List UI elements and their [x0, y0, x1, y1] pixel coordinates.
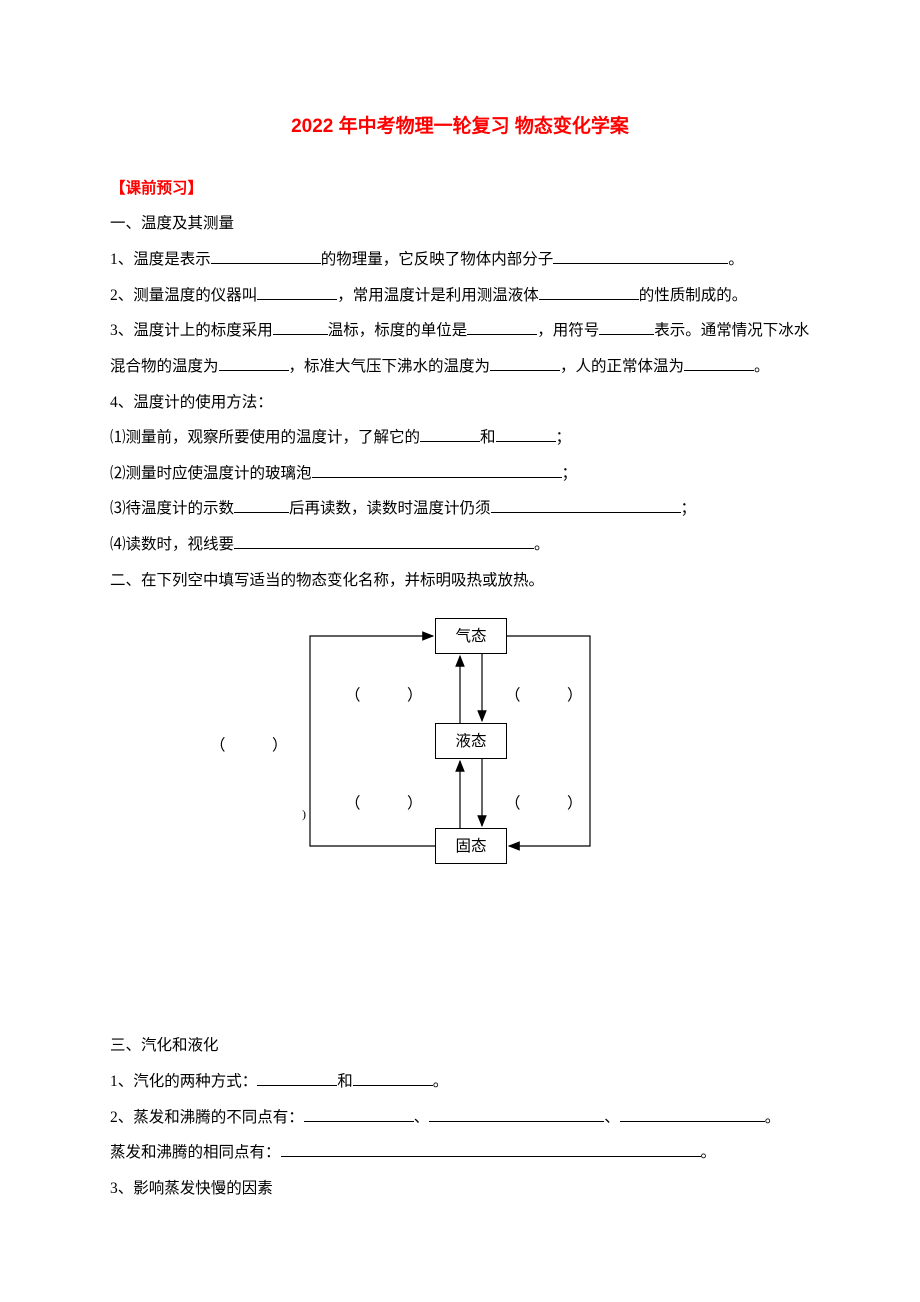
state-box-solid: 固态 — [435, 828, 507, 864]
s1-p3: 3、温度计上的标度采用 温标，标度的单位是 ，用符号 表示。通常情况下冰水 — [110, 313, 810, 349]
state-diagram: 气态 液态 固态 （ ） （ ） （ ） （ ） （ ） ) — [110, 608, 810, 908]
s1-p4: 4、温度计的使用方法： — [110, 385, 810, 421]
s1-p4-4a: ⑷读数时，视线要 — [110, 536, 234, 553]
s1-p3b: 温标，标度的单位是 — [328, 322, 468, 339]
blank — [219, 370, 289, 371]
s1-p4-3b: 后再读数，读数时温度计仍须 — [289, 500, 491, 517]
s1-p3e: 混合物的温度为 — [110, 358, 219, 375]
paren-blank: （ ） — [345, 678, 423, 714]
preview-section-label: 【课前预习】 — [110, 171, 810, 207]
s1-p1: 1、温度是表示 的物理量，它反映了物体内部分子 。 — [110, 242, 810, 278]
s1-p4-3a: ⑶待温度计的示数 — [110, 500, 234, 517]
state-box-gas: 气态 — [435, 618, 507, 654]
s1-p3-line2: 混合物的温度为 ，标准大气压下沸水的温度为 ，人的正常体温为 。 — [110, 349, 810, 385]
s3-p2b: 、 — [414, 1109, 430, 1126]
spacer — [110, 908, 810, 1028]
s1-p3f: ，标准大气压下沸水的温度为 — [289, 358, 491, 375]
blank — [467, 334, 537, 335]
s1-p4-1a: ⑴测量前，观察所要使用的温度计，了解它的 — [110, 429, 420, 446]
s3-p2f: 。 — [701, 1144, 717, 1161]
document-page: 2022 年中考物理一轮复习 物态变化学案 【课前预习】 一、温度及其测量 1、… — [0, 0, 920, 1302]
s1-p1b: 的物理量，它反映了物体内部分子 — [321, 251, 554, 268]
s1-p4-1: ⑴测量前，观察所要使用的温度计，了解它的 和 ； — [110, 420, 810, 456]
blank — [491, 512, 681, 513]
s1-p1c: 。 — [728, 251, 744, 268]
s3-heading: 三、汽化和液化 — [110, 1028, 810, 1064]
s3-p1a: 1、汽化的两种方式： — [110, 1073, 257, 1090]
s1-p4-4: ⑷读数时，视线要 。 — [110, 527, 810, 563]
s1-p3d: 表示。通常情况下冰水 — [654, 322, 809, 339]
paren-blank: （ ） — [505, 678, 583, 714]
blank — [620, 1121, 765, 1122]
blank — [273, 334, 328, 335]
blank — [496, 441, 556, 442]
blank — [257, 1085, 337, 1086]
blank — [599, 334, 654, 335]
s1-p4-3: ⑶待温度计的示数 后再读数，读数时温度计仍须 ； — [110, 491, 810, 527]
s3-p1: 1、汽化的两种方式： 和 。 — [110, 1064, 810, 1100]
state-solid-label: 固态 — [455, 829, 486, 865]
s1-p4-4b: 。 — [534, 536, 550, 553]
blank — [211, 263, 321, 264]
blank — [304, 1121, 414, 1122]
paren-blank: （ ） — [210, 728, 288, 764]
s1-p3c: ，用符号 — [537, 322, 599, 339]
s1-p4-1c: ； — [556, 429, 572, 446]
blank — [429, 1121, 604, 1122]
s1-p4-1b: 和 — [480, 429, 496, 446]
s1-p2a: 2、测量温度的仪器叫 — [110, 287, 257, 304]
blank — [539, 299, 639, 300]
s3-p2a: 2、蒸发和沸腾的不同点有： — [110, 1109, 304, 1126]
blank — [353, 1085, 433, 1086]
s3-p3: 3、影响蒸发快慢的因素 — [110, 1171, 810, 1207]
paren-blank: （ ） — [505, 786, 583, 822]
s1-p4-2: ⑵测量时应使温度计的玻璃泡 ； — [110, 456, 810, 492]
state-liquid-label: 液态 — [455, 724, 486, 760]
s3-p1c: 。 — [433, 1073, 449, 1090]
state-box-liquid: 液态 — [435, 723, 507, 759]
s3-p2c: 、 — [604, 1109, 620, 1126]
blank — [684, 370, 754, 371]
s3-p2-line2: 蒸发和沸腾的相同点有： 。 — [110, 1135, 810, 1171]
blank — [257, 299, 337, 300]
s3-p2: 2、蒸发和沸腾的不同点有： 、 、 。 — [110, 1100, 810, 1136]
paren-blank: （ ） — [345, 786, 423, 822]
s1-p2c: 的性质制成的。 — [639, 287, 748, 304]
blank — [312, 477, 562, 478]
blank — [420, 441, 480, 442]
s3-p1b: 和 — [337, 1073, 353, 1090]
s2-heading: 二、在下列空中填写适当的物态变化名称，并标明吸热或放热。 — [110, 563, 810, 599]
s1-p1a: 1、温度是表示 — [110, 251, 211, 268]
s1-p2b: ，常用温度计是利用测温液体 — [337, 287, 539, 304]
s1-p3h: 。 — [754, 358, 770, 375]
s1-p2: 2、测量温度的仪器叫 ，常用温度计是利用测温液体 的性质制成的。 — [110, 278, 810, 314]
tick-mark: ) — [302, 801, 306, 829]
blank — [234, 512, 289, 513]
s1-p4-2a: ⑵测量时应使温度计的玻璃泡 — [110, 465, 312, 482]
s1-p3a: 3、温度计上的标度采用 — [110, 322, 273, 339]
s3-p2e: 蒸发和沸腾的相同点有： — [110, 1144, 281, 1161]
blank — [490, 370, 560, 371]
blank — [234, 548, 534, 549]
s1-p3g: ，人的正常体温为 — [560, 358, 684, 375]
s3-p2d: 。 — [765, 1109, 781, 1126]
s1-p4-3c: ； — [681, 500, 697, 517]
state-gas-label: 气态 — [455, 619, 486, 655]
s1-p4-2b: ； — [562, 465, 578, 482]
blank — [553, 263, 728, 264]
page-title: 2022 年中考物理一轮复习 物态变化学案 — [110, 105, 810, 149]
blank — [281, 1156, 701, 1157]
s1-heading: 一、温度及其测量 — [110, 206, 810, 242]
